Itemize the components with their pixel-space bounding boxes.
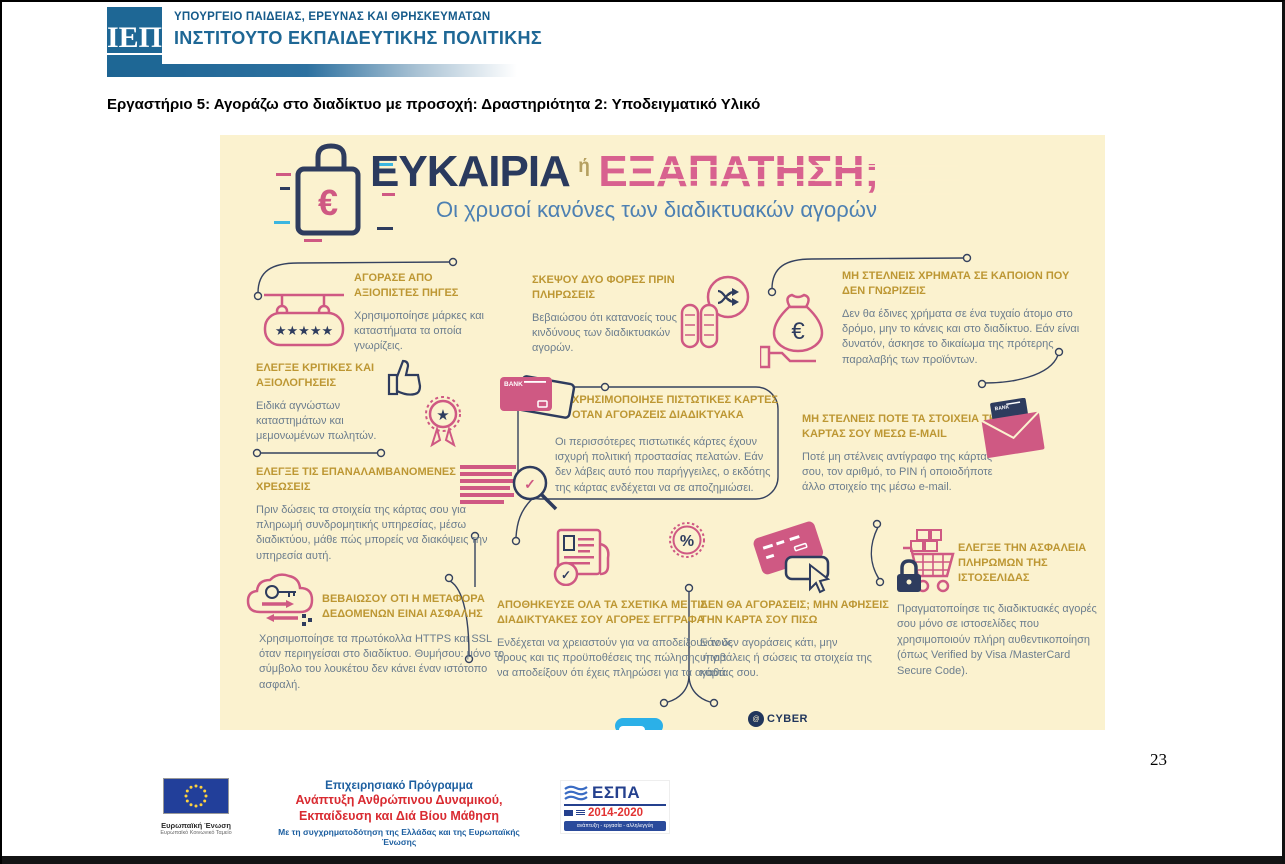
thumbs-up-icon	[385, 355, 427, 404]
cyber-logo-label: CYBER	[767, 713, 809, 725]
program-line: Εκπαίδευση και Διά Βίου Μάθηση	[298, 809, 500, 823]
svg-text:€: €	[318, 182, 338, 223]
money-bag-hand-icon: €	[758, 291, 836, 374]
receipt-check-icon: ✓	[550, 528, 616, 591]
tip-body: Βεβαιώσου ότι κατανοείς τους κινδύνους τ…	[532, 311, 677, 355]
tip-body: Οι περισσότερες πιστωτικές κάρτες έχουν …	[555, 435, 771, 494]
tip-heading: ΕΛΕΓΞΕ ΤΙΣ ΕΠΑΝΑΛΑΜΒΑΝΟΜΕΝΕΣ ΧΡΕΩΣΕΙΣ	[256, 466, 456, 493]
greek-mini-flag-icon	[576, 810, 585, 816]
infographic-subtitle: Οι χρυσοί κανόνες των διαδικτυακών αγορώ…	[436, 197, 877, 222]
eu-logo-block: Ευρωπαϊκή Ένωση Ευρωπαϊκό Κοινωνικό Ταμε…	[155, 778, 237, 836]
tip-body: Χρησιμοποίησε μάρκες και καταστήματα τα …	[354, 309, 484, 353]
credit-cards-icon: BANK	[498, 373, 578, 432]
tip-no-card-by-email: BANK ΜΗ ΣΤΕΛΝΕΙΣ ΠΟΤΕ ΤΑ ΣΤΟΙΧΕΙΑ ΤΗΣ ΚΑ…	[802, 397, 1084, 496]
header-gradient-bar	[107, 64, 607, 77]
cyber-logo-icon: @	[748, 711, 764, 727]
tip-body: Ειδικά αγνώστων καταστημάτων και μεμονωμ…	[256, 399, 377, 443]
tip-heading: ΑΠΟΘΗΚΕΥΣΕ ΟΛΑ ΤΑ ΣΧΕΤΙΚΑ ΜΕ ΤΙΣ ΔΙΑΔΙΚΤ…	[497, 599, 707, 626]
svg-text:★: ★	[436, 407, 449, 424]
tip-heading: ΒΕΒΑΙΩΣΟΥ ΟΤΙ Η ΜΕΤΑΦΟΡΑ ΔΕΔΟΜΕΝΩΝ ΕΙΝΑΙ…	[322, 593, 485, 620]
glitch-decoration	[640, 179, 960, 181]
tip-body: Εάν δεν αγοράσεις κάτι, μην υποβάλεις ή …	[700, 636, 872, 680]
glitch-decoration	[652, 193, 952, 195]
iep-logo: ΙΕΠ	[104, 7, 165, 70]
svg-text:€: €	[791, 318, 805, 345]
tip-body: Ενδέχεται να χρειαστούν για να αποδείξου…	[497, 636, 733, 680]
storefront-stars-icon: ★★★★★	[262, 289, 346, 354]
tip-save-documents: ✓ ΑΠΟΘΗΚΕΥΣΕ ΟΛΑ ΤΑ ΣΧΕΤΙΚΑ ΜΕ ΤΙΣ ΔΙΑΔΙ…	[497, 528, 751, 682]
percent-badge-icon: %	[667, 520, 707, 565]
espa-name: ΕΣΠΑ	[592, 783, 641, 802]
svg-text:★★★★★: ★★★★★	[275, 323, 333, 338]
page-number: 23	[1150, 750, 1167, 769]
eu-mini-flag-icon	[564, 810, 573, 816]
ministry-name: ΥΠΟΥΡΓΕΙΟ ΠΑΙΔΕΙΑΣ, ΕΡΕΥΝΑΣ ΚΑΙ ΘΡΗΣΚΕΥΜ…	[174, 11, 491, 23]
partner-logo-partial	[615, 718, 663, 730]
shopping-bag-icon: €	[274, 141, 400, 250]
card-cursor-icon	[748, 515, 844, 600]
connector-lines	[252, 253, 1064, 708]
tip-check-reviews: ★ ΕΛΕΓΞΕ ΚΡΙΤΙΚΕΣ ΚΑΙ ΑΞΙΟΛΟΓΗΣΕΙΣ Ειδικ…	[256, 359, 474, 448]
svg-text:BANK: BANK	[504, 381, 523, 388]
program-line: Επιχειρησιακό Πρόγραμμα	[325, 780, 473, 792]
svg-text:BANK: BANK	[994, 404, 1010, 412]
tip-trusted-sources: ★★★★★ ΑΓΟΡΑΣΕ ΑΠΟ ΑΞΙΟΠΙΣΤΕΣ ΠΗΓΕΣ Χρησι…	[260, 271, 502, 355]
tip-recurring-charges: ✓ ΕΛΕΓΞΕ ΤΙΣ ΕΠΑΝΑΛΑΜΒΑΝΟΜΕΝΕΣ ΧΡΕΩΣΕΙΣ …	[256, 465, 558, 564]
infographic: € ΕΥΚΑΙΡΙΑ ή ΕΞΑΠΑΤΗΣΗ; Οι χρυσοί κανόνε…	[220, 135, 1105, 730]
eu-flag-icon	[163, 778, 229, 814]
glitch-decoration	[648, 165, 958, 167]
tip-think-twice: ΣΚΕΨΟΥ ΔΥΟ ΦΟΡΕΣ ΠΡΙΝ ΠΛΗΡΩΣΕΙΣ Βεβαιώσο…	[532, 273, 762, 357]
tip-dont-leave-card: ΔΕΝ ΘΑ ΑΓΟΡΑΣΕΙΣ; ΜΗΝ ΑΦΗΣΕΙΣ ΤΗΝ ΚΑΡΤΑ …	[700, 515, 908, 682]
infographic-title: ΕΥΚΑΙΡΙΑ ή ΕΞΑΠΑΤΗΣΗ; Οι χρυσοί κανόνες …	[370, 147, 1070, 223]
tip-heading: ΜΗ ΣΤΕΛΝΕΙΣ ΠΟΤΕ ΤΑ ΣΤΟΙΧΕΙΑ ΤΗΣ ΚΑΡΤΑΣ …	[802, 413, 1004, 440]
brain-shuffle-icon	[674, 275, 752, 356]
tip-heading: ΕΛΕΓΞΕ ΚΡΙΤΙΚΕΣ ΚΑΙ ΑΞΙΟΛΟΓΗΣΕΙΣ	[256, 362, 375, 389]
institute-name: ΙΝΣΤΙΤΟΥΤΟ ΕΚΠΑΙΔΕΥΤΙΚΗΣ ΠΟΛΙΤΙΚΗΣ	[174, 28, 542, 48]
title-or: ή	[578, 156, 590, 177]
tip-body: Χρησιμοποίησε τα πρωτόκολλα HTTPS και SS…	[259, 632, 505, 691]
tip-heading: ΕΛΕΓΞΕ ΤΗΝ ΑΣΦΑΛΕΙΑ ΠΛΗΡΩΜΩΝ ΤΗΣ ΙΣΤΟΣΕΛ…	[958, 542, 1087, 584]
tip-heading: ΜΗ ΣΤΕΛΝΕΙΣ ΧΡΗΜΑΤΑ ΣΕ ΚΑΠΟΙΟΝ ΠΟΥ ΔΕΝ Γ…	[842, 270, 1070, 297]
svg-text:✓: ✓	[524, 476, 536, 492]
tip-body: Ποτέ μη στέλνεις αντίγραφο της κάρτας σο…	[802, 450, 993, 494]
cloud-key-icon	[244, 570, 320, 639]
operational-program-block: Επιχειρησιακό Πρόγραμμα Ανάπτυξη Ανθρώπι…	[260, 779, 538, 848]
cyber-logo: @ CYBER	[748, 711, 808, 727]
svg-text:✓: ✓	[561, 568, 571, 582]
tip-heading: ΑΓΟΡΑΣΕ ΑΠΟ ΑΞΙΟΠΙΣΤΕΣ ΠΗΓΕΣ	[354, 272, 459, 299]
envelope-card-icon: BANK	[977, 397, 1047, 465]
tip-use-credit-cards: BANK ΧΡΗΣΙΜΟΠΟΙΗΣΕ ΠΙΣΤΩΤΙΚΕΣ ΚΑΡΤΕΣ ΟΤΑ…	[496, 371, 798, 496]
tip-heading: ΧΡΗΣΙΜΟΠΟΙΗΣΕ ΠΙΣΤΩΤΙΚΕΣ ΚΑΡΤΕΣ ΟΤΑΝ ΑΓΟ…	[572, 394, 779, 421]
tip-dont-send-money: € ΜΗ ΣΤΕΛΝΕΙΣ ΧΡΗΜΑΤΑ ΣΕ ΚΑΠΟΙΟΝ ΠΟΥ ΔΕΝ…	[758, 269, 1082, 369]
tip-body: Δεν θα έδινες χρήματα σε ένα τυχαίο άτομ…	[842, 307, 1080, 366]
cart-lock-icon	[895, 528, 959, 605]
espa-tagline: ανάπτυξη - εργασία - αλληλεγγύη	[564, 821, 666, 831]
iep-logo-text: ΙΕΠ	[104, 20, 165, 56]
eu-name: Ευρωπαϊκή Ένωση	[161, 821, 231, 830]
section-title: Εργαστήριο 5: Αγοράζω στο διαδίκτυο με π…	[107, 96, 761, 113]
program-line: Ανάπτυξη Ανθρώπινου Δυναμικού,	[295, 793, 503, 808]
espa-logo-block: ΕΣΠΑ 2014-2020 ανάπτυξη - εργασία - αλλη…	[560, 780, 670, 834]
tip-body: Πριν δώσεις τα στοιχεία της κάρτας σου γ…	[256, 503, 488, 562]
tip-heading: ΣΚΕΨΟΥ ΔΥΟ ΦΟΡΕΣ ΠΡΙΝ ΠΛΗΡΩΣΕΙΣ	[532, 274, 675, 301]
title-deception: ΕΞΑΠΑΤΗΣΗ;	[598, 147, 880, 196]
bottom-border-bar	[2, 856, 1282, 864]
program-cofinancing-line: Με τη συγχρηματοδότηση της Ελλάδας και τ…	[278, 826, 520, 848]
espa-waves-icon	[564, 785, 588, 801]
tip-heading: ΔΕΝ ΘΑ ΑΓΟΡΑΣΕΙΣ; ΜΗΝ ΑΦΗΣΕΙΣ ΤΗΝ ΚΑΡΤΑ …	[700, 599, 889, 626]
espa-years: 2014-2020	[588, 807, 643, 819]
title-opportunity: ΕΥΚΑΙΡΙΑ	[370, 147, 571, 196]
tip-secure-data-transfer: ΒΕΒΑΙΩΣΟΥ ΟΤΙ Η ΜΕΤΑΦΟΡΑ ΔΕΔΟΜΕΝΩΝ ΕΙΝΑΙ…	[244, 570, 514, 693]
eu-fund-name: Ευρωπαϊκό Κοινωνικό Ταμείο	[160, 830, 232, 836]
svg-text:%: %	[680, 533, 694, 550]
list-magnifier-icon: ✓	[460, 461, 560, 522]
tip-check-payment-security: ΕΛΕΓΞΕ ΤΗΝ ΑΣΦΑΛΕΙΑ ΠΛΗΡΩΜΩΝ ΤΗΣ ΙΣΤΟΣΕΛ…	[874, 528, 1105, 679]
tip-body: Πραγματοποίησε τις διαδικτυακές αγορές σ…	[897, 603, 1097, 677]
rosette-award-icon: ★	[418, 393, 468, 456]
